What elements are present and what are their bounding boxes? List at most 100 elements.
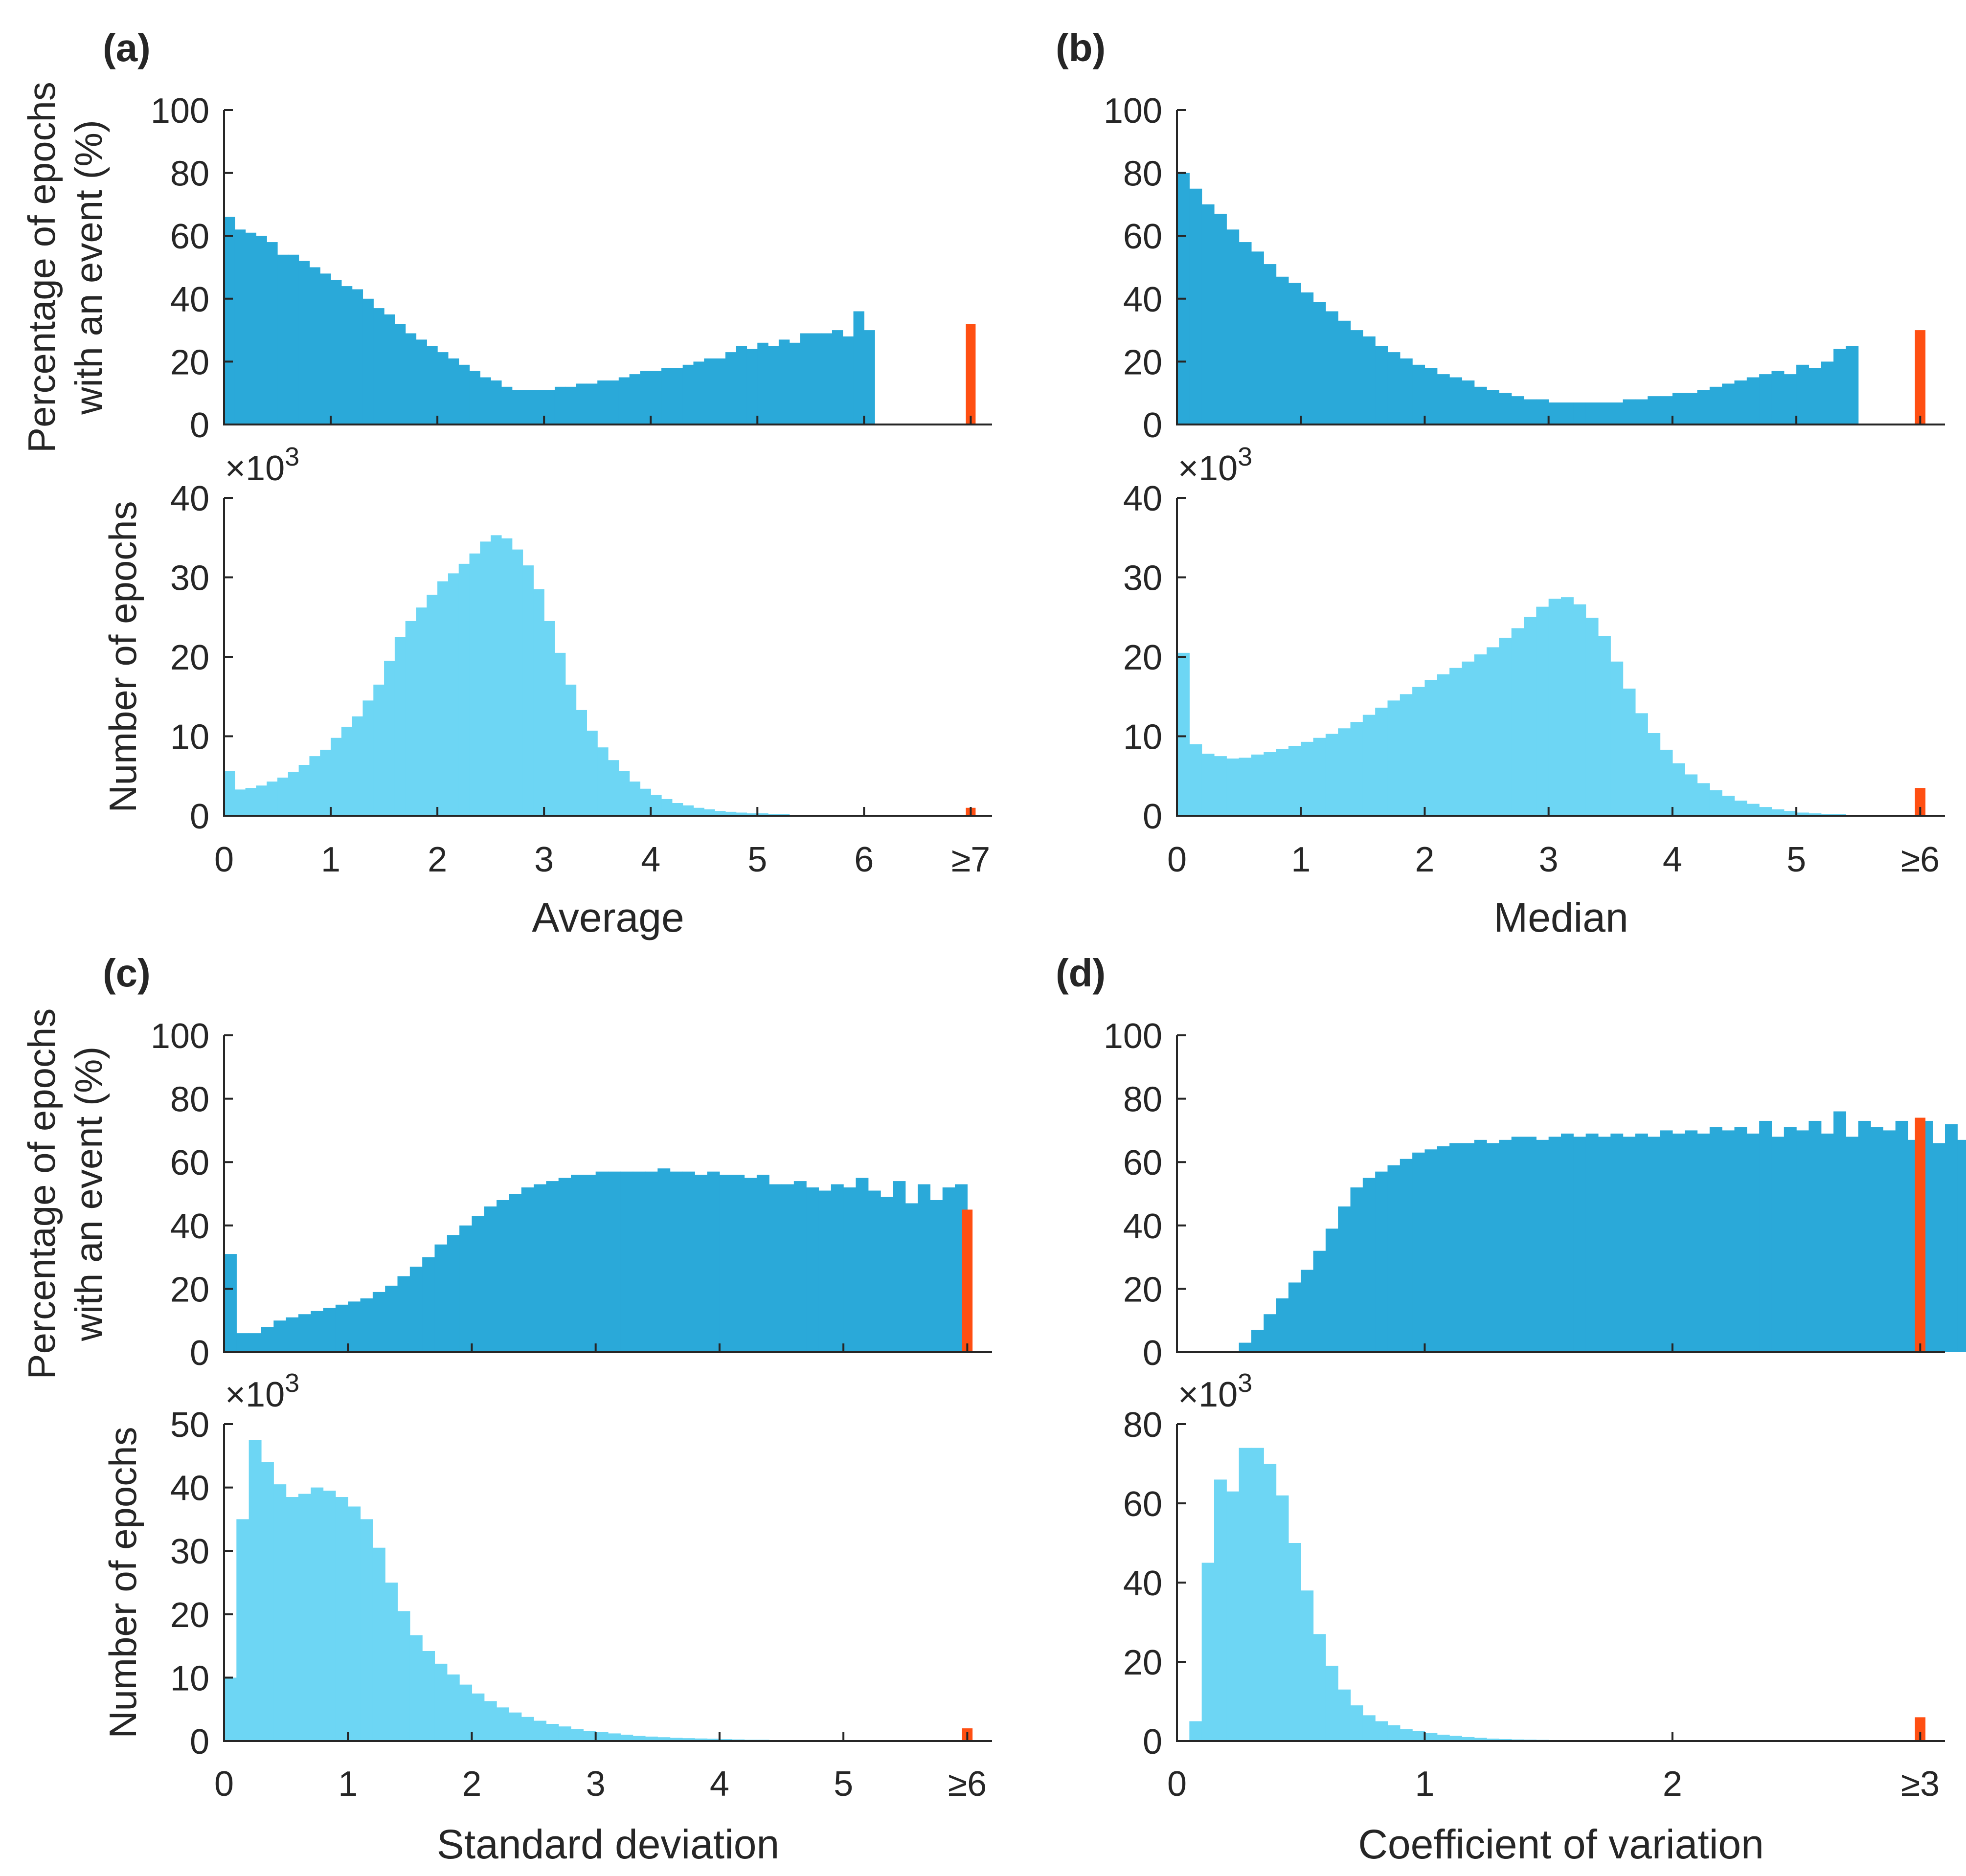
- top-hist-bar: [633, 1171, 646, 1352]
- bottom-hist-bar: [695, 1738, 708, 1741]
- top-hist-bar: [1474, 1139, 1487, 1352]
- top-hist-bar: [1635, 399, 1648, 424]
- top-hist-bar: [1722, 383, 1735, 424]
- bottom-hist-bar: [1301, 1590, 1314, 1741]
- bottom-hist-bar: [335, 1497, 348, 1741]
- top-hist-bar: [1400, 1159, 1413, 1352]
- top-hist-bar: [224, 217, 235, 424]
- bottom-hist-bar: [1437, 1735, 1450, 1741]
- bottom-hist-bar: [501, 538, 513, 816]
- top-hist-bar: [930, 1200, 943, 1352]
- top-hist-bar: [484, 1206, 497, 1352]
- top-hist-bar: [657, 1168, 671, 1352]
- top-hist-bar: [1846, 1137, 1859, 1352]
- top-hist-bar: [1462, 380, 1475, 424]
- top-hist-bar: [1648, 396, 1661, 424]
- top-hist-bar: [1350, 330, 1363, 424]
- bottom-hist-bar: [512, 549, 523, 816]
- bottom-hist-ytick-label: 80: [1123, 1406, 1162, 1445]
- top-hist-bar: [249, 1333, 262, 1352]
- bottom-hist-bar: [521, 1717, 534, 1741]
- top-hist-bar: [942, 1187, 955, 1352]
- bottom-hist-bar: [1449, 668, 1463, 816]
- bottom-hist-bar: [267, 782, 278, 816]
- top-hist-ytick-label: 60: [1123, 217, 1162, 256]
- bottom-hist-bar: [362, 700, 374, 816]
- top-hist-bar: [1276, 1298, 1289, 1352]
- bottom-hist-bar: [670, 1738, 683, 1741]
- top-hist-bar: [534, 1184, 546, 1352]
- top-hist-bar: [1623, 1137, 1636, 1352]
- top-hist-bar: [1833, 349, 1847, 424]
- top-hist-bar: [645, 1171, 658, 1352]
- xtick-label: 2: [1415, 840, 1434, 879]
- top-hist-bar: [651, 371, 662, 424]
- bottom-hist-bar: [1746, 804, 1760, 816]
- exponent-label: ×103: [225, 442, 299, 488]
- top-hist-bar: [256, 236, 267, 424]
- top-hist-bar: [1685, 1130, 1698, 1352]
- bottom-hist-bar: [707, 1739, 720, 1741]
- bottom-hist-bar: [746, 813, 758, 816]
- top-hist-ytick-label: 100: [151, 91, 209, 131]
- bottom-hist-bar: [1573, 604, 1586, 816]
- panel-b: (b) 0 20 40 60 80 100 0 10 20 30 40 ×103 0 1 2 3 4 5 ≥6 Medi…: [1056, 26, 1945, 940]
- bottom-hist-bar: [448, 573, 459, 816]
- top-hist-bar: [286, 1317, 299, 1352]
- top-hist-bar: [608, 380, 619, 424]
- y-axis-label-count: Number of epochs: [101, 1427, 144, 1738]
- top-hist-bar: [682, 1171, 695, 1352]
- bottom-hist-bar: [544, 621, 555, 816]
- top-hist-bar: [1536, 1139, 1549, 1352]
- bottom-hist-bar: [1387, 1725, 1401, 1741]
- top-hist-bar: [558, 1178, 571, 1352]
- top-hist-bar: [459, 1225, 473, 1352]
- bottom-hist-bar: [1338, 728, 1351, 816]
- top-hist-bar: [1672, 1133, 1685, 1352]
- bottom-hist-bar: [1598, 636, 1611, 816]
- bottom-hist-ytick-label: 0: [190, 797, 209, 836]
- bottom-hist-bar: [1672, 763, 1685, 816]
- top-hist-bar: [385, 1285, 398, 1352]
- top-hist-bar: [236, 1333, 249, 1352]
- x-axis-label: Coefficient of variation: [1358, 1821, 1764, 1867]
- bottom-hist-bar: [1511, 628, 1524, 816]
- bottom-hist-bar: [583, 1731, 596, 1741]
- top-hist-ytick-label: 100: [1104, 91, 1162, 131]
- top-hist-bar: [1697, 1133, 1710, 1352]
- top-hist-ytick-label: 0: [190, 406, 209, 445]
- top-hist-bar: [1722, 1130, 1735, 1352]
- xtick-label: 5: [834, 1764, 853, 1804]
- top-hist-bar: [856, 1178, 869, 1352]
- top-hist-bar: [704, 358, 715, 424]
- bottom-hist-bar: [620, 1735, 633, 1741]
- top-hist-bar: [309, 267, 320, 424]
- top-hist-bar: [1833, 1111, 1847, 1352]
- bottom-hist-bar: [1808, 813, 1822, 816]
- top-hist-bar: [1709, 386, 1722, 424]
- top-hist-bar: [1276, 276, 1289, 424]
- bottom-hist-bar: [360, 1519, 373, 1741]
- bottom-hist-bar: [1201, 1563, 1215, 1741]
- top-hist-bar: [744, 1178, 757, 1352]
- top-hist-bar: [245, 232, 257, 424]
- bottom-hist-bar: [277, 778, 289, 816]
- bottom-hist-bar: [311, 1487, 324, 1741]
- top-hist-bar: [746, 349, 758, 424]
- top-hist-bar: [1784, 1127, 1797, 1352]
- top-hist-bar: [629, 374, 641, 424]
- bottom-hist-bar: [533, 589, 544, 816]
- bottom-hist-bar: [1499, 1739, 1512, 1741]
- xtick-label: 2: [428, 840, 447, 879]
- top-hist-bar: [1771, 1137, 1785, 1352]
- top-hist-bar: [757, 342, 768, 424]
- top-hist-bar: [1945, 1124, 1958, 1352]
- bottom-hist-bar: [1424, 680, 1438, 816]
- top-hist-bar: [469, 371, 480, 424]
- bottom-hist-bar: [522, 565, 534, 816]
- top-hist-bar: [1784, 374, 1797, 424]
- top-hist-bar: [234, 229, 246, 424]
- top-hist-bar: [608, 1171, 621, 1352]
- bottom-hist-bar: [715, 811, 726, 816]
- top-hist-bar: [405, 333, 417, 424]
